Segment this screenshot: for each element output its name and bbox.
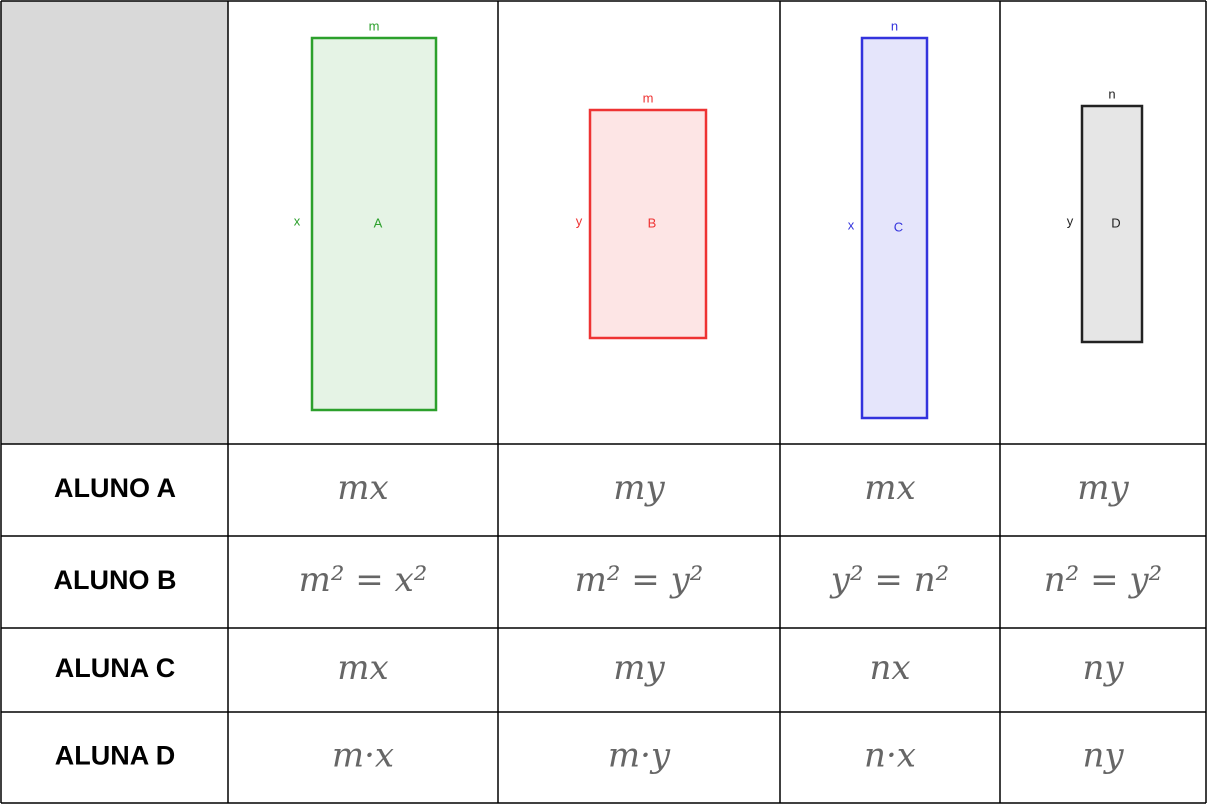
figure-rect xyxy=(310,36,438,412)
student-answer: n² = y² xyxy=(1044,560,1162,600)
figure-rect xyxy=(588,108,708,340)
student-answer: mx xyxy=(864,468,915,508)
figure-rect xyxy=(860,36,929,420)
figure-side-label: y xyxy=(1067,213,1074,228)
figure-side-label: x xyxy=(294,213,301,228)
student-answer: m·y xyxy=(608,736,671,776)
student-name: ALUNO B xyxy=(54,565,177,595)
figure-top-label: n xyxy=(891,18,898,33)
student-name: ALUNA D xyxy=(55,741,176,771)
figure-label: C xyxy=(894,219,903,234)
header-cell xyxy=(1,1,228,444)
figure-label: B xyxy=(648,215,657,230)
student-answer: m² = x² xyxy=(299,560,428,600)
figure-label: D xyxy=(1111,215,1120,230)
figure-rect xyxy=(1080,104,1144,344)
student-answer: n·x xyxy=(864,736,916,776)
figure-top-label: n xyxy=(1108,86,1115,101)
student-answer: mx xyxy=(337,648,388,688)
student-answer: nx xyxy=(869,648,910,688)
student-answer: y² = n² xyxy=(829,560,949,600)
figure-label: A xyxy=(374,215,383,230)
figure-top-label: m xyxy=(369,18,380,33)
student-answer: m·x xyxy=(332,736,394,776)
student-answer: ny xyxy=(1082,648,1124,688)
figure-top-label: m xyxy=(643,90,654,105)
student-answer: my xyxy=(613,648,665,688)
student-answer: m² = y² xyxy=(575,560,704,600)
figure-side-label: y xyxy=(576,213,583,228)
student-name: ALUNO A xyxy=(54,473,176,503)
student-name: ALUNA C xyxy=(55,653,176,683)
student-answer: ny xyxy=(1082,736,1124,776)
student-answer: my xyxy=(613,468,665,508)
student-answer: my xyxy=(1077,468,1129,508)
student-answer: mx xyxy=(337,468,388,508)
figure-side-label: x xyxy=(848,217,855,232)
